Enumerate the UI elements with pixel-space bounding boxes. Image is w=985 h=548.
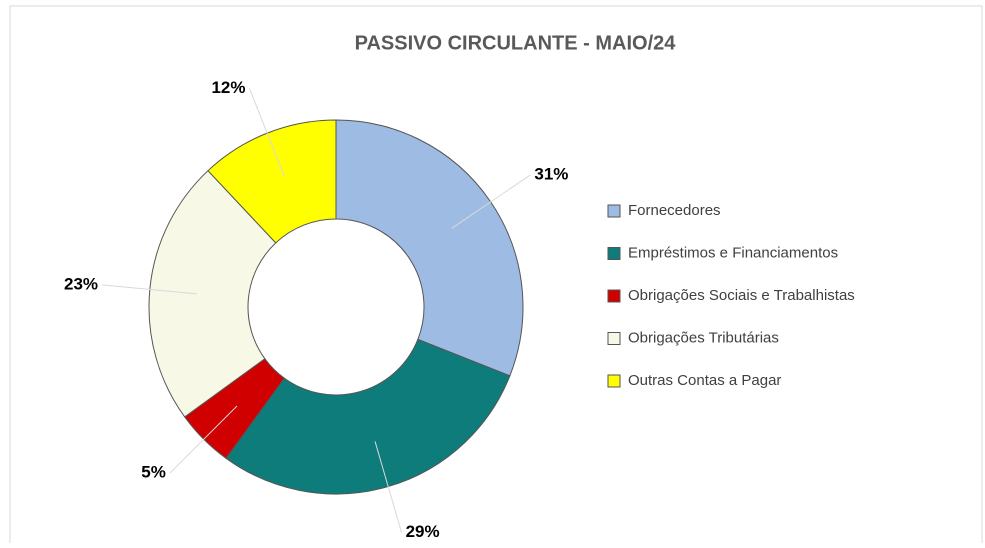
legend-label: Obrigações Sociais e Trabalhistas: [628, 287, 855, 304]
data-label: 31%: [534, 164, 568, 183]
leader-line: [249, 88, 285, 178]
data-label: 23%: [64, 274, 98, 293]
data-label: 29%: [406, 522, 440, 541]
data-label: 12%: [211, 78, 245, 97]
slice: [225, 338, 511, 495]
slice: [335, 119, 524, 377]
legend-marker: [607, 374, 621, 388]
slice: [207, 119, 337, 244]
legend-marker: [607, 247, 621, 260]
data-label: 5%: [141, 463, 166, 482]
legend-marker: [607, 204, 621, 218]
legend-marker: [607, 332, 621, 345]
legend-marker: [607, 289, 621, 303]
legend-label: Obrigações Tributárias: [628, 329, 779, 346]
leader-line: [374, 441, 403, 533]
leader-line: [101, 284, 197, 295]
slice: [148, 169, 277, 418]
leader-line: [169, 405, 238, 474]
legend-label: Outras Contas a Pagar: [628, 372, 781, 389]
chart-title: PASSIVO CIRCULANTE - MAIO/24: [355, 32, 677, 54]
legend-label: Empréstimos e Financiamentos: [628, 244, 838, 261]
legend-label: Fornecedores: [628, 202, 721, 219]
leader-line: [451, 174, 531, 229]
